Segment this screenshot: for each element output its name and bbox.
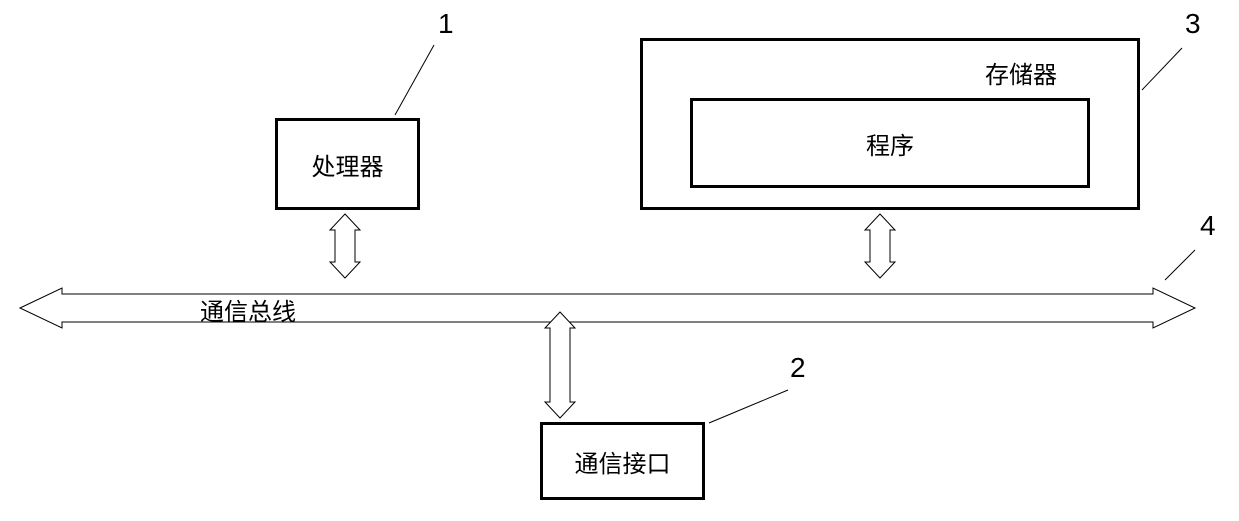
processor-box: 处理器 xyxy=(275,118,420,210)
memory-label: 存储器 xyxy=(985,55,1057,90)
program-label: 程序 xyxy=(866,126,914,161)
label-3: 3 xyxy=(1185,8,1201,40)
processor-label: 处理器 xyxy=(312,147,384,182)
comm-interface-box: 通信接口 xyxy=(540,422,705,500)
comm-interface-label: 通信接口 xyxy=(575,444,671,479)
label-4: 4 xyxy=(1200,210,1216,242)
bus-label: 通信总线 xyxy=(200,292,296,327)
label-1: 1 xyxy=(438,8,454,40)
label-2: 2 xyxy=(790,352,806,384)
program-box: 程序 xyxy=(690,98,1090,188)
